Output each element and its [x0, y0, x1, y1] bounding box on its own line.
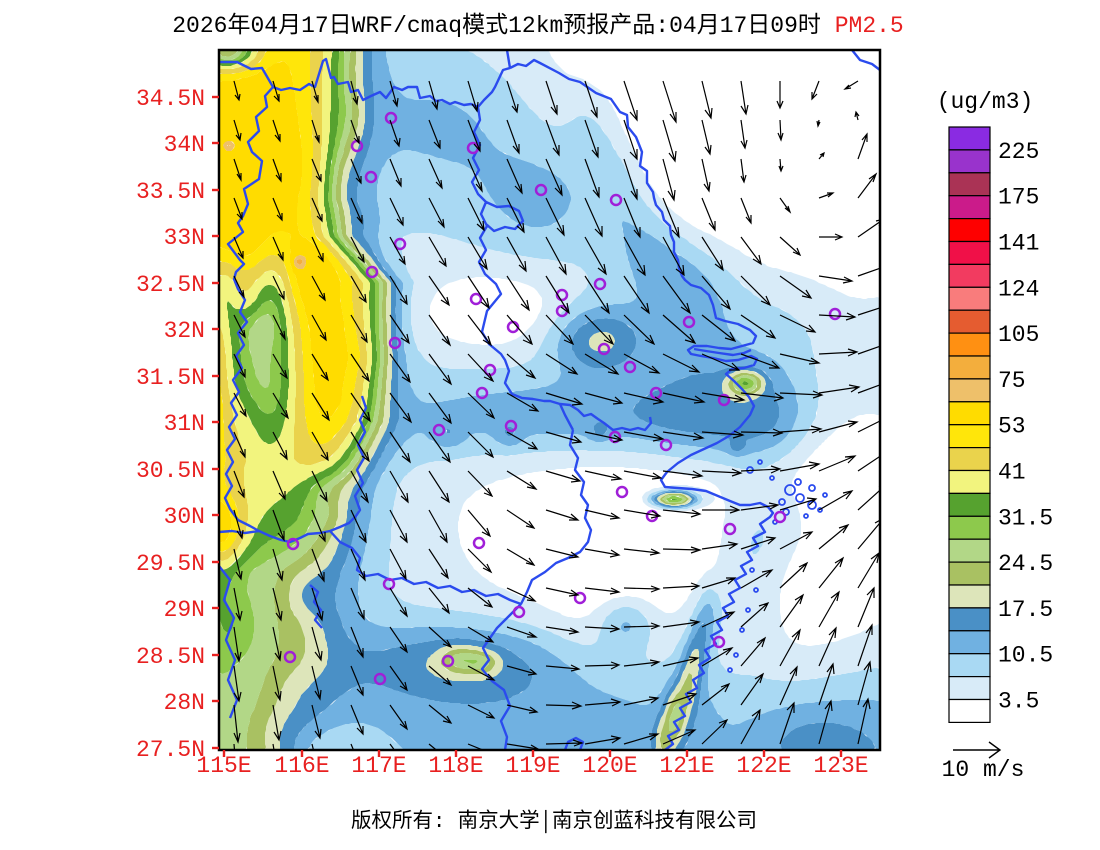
svg-text:33.5N: 33.5N	[136, 179, 205, 205]
svg-text:30.5N: 30.5N	[136, 458, 205, 484]
svg-text:24.5: 24.5	[998, 551, 1053, 577]
svg-text:75: 75	[998, 368, 1026, 394]
svg-text:31N: 31N	[164, 411, 205, 437]
svg-text:141: 141	[998, 231, 1039, 257]
svg-text:31.5N: 31.5N	[136, 365, 205, 391]
svg-text:41: 41	[998, 460, 1026, 486]
svg-text:17.5: 17.5	[998, 597, 1053, 623]
svg-text:32.5N: 32.5N	[136, 272, 205, 298]
svg-text:28N: 28N	[164, 690, 205, 716]
svg-text:124: 124	[998, 276, 1039, 302]
svg-text:225: 225	[998, 139, 1039, 165]
svg-text:34.5N: 34.5N	[136, 86, 205, 112]
svg-text:29N: 29N	[164, 597, 205, 623]
svg-text:119E: 119E	[505, 753, 560, 779]
svg-text:115E: 115E	[196, 753, 251, 779]
svg-text:3.5: 3.5	[998, 689, 1039, 715]
svg-text:28.5N: 28.5N	[136, 644, 205, 670]
svg-text:33N: 33N	[164, 225, 205, 251]
svg-text:32N: 32N	[164, 318, 205, 344]
svg-text:(ug/m3): (ug/m3)	[937, 89, 1034, 115]
svg-text:版权所有: 南京大学│南京创蓝科技有限公司: 版权所有: 南京大学│南京创蓝科技有限公司	[351, 809, 757, 834]
svg-text:10.5: 10.5	[998, 643, 1053, 669]
svg-text:31.5: 31.5	[998, 505, 1053, 531]
svg-text:105: 105	[998, 322, 1039, 348]
svg-text:121E: 121E	[659, 753, 714, 779]
svg-text:122E: 122E	[736, 753, 791, 779]
svg-text:29.5N: 29.5N	[136, 551, 205, 577]
svg-text:120E: 120E	[582, 753, 637, 779]
svg-text:53: 53	[998, 414, 1026, 440]
svg-text:30N: 30N	[164, 504, 205, 530]
svg-text:123E: 123E	[813, 753, 868, 779]
svg-text:118E: 118E	[428, 753, 483, 779]
svg-text:175: 175	[998, 185, 1039, 211]
svg-text:117E: 117E	[351, 753, 406, 779]
svg-text:2026年04月17日WRF/cmaq模式12km预报产品:: 2026年04月17日WRF/cmaq模式12km预报产品:04月17日09时 …	[172, 12, 903, 39]
svg-text:10 m/s: 10 m/s	[942, 757, 1025, 783]
svg-text:27.5N: 27.5N	[136, 737, 205, 763]
svg-text:34N: 34N	[164, 132, 205, 158]
svg-text:116E: 116E	[274, 753, 329, 779]
